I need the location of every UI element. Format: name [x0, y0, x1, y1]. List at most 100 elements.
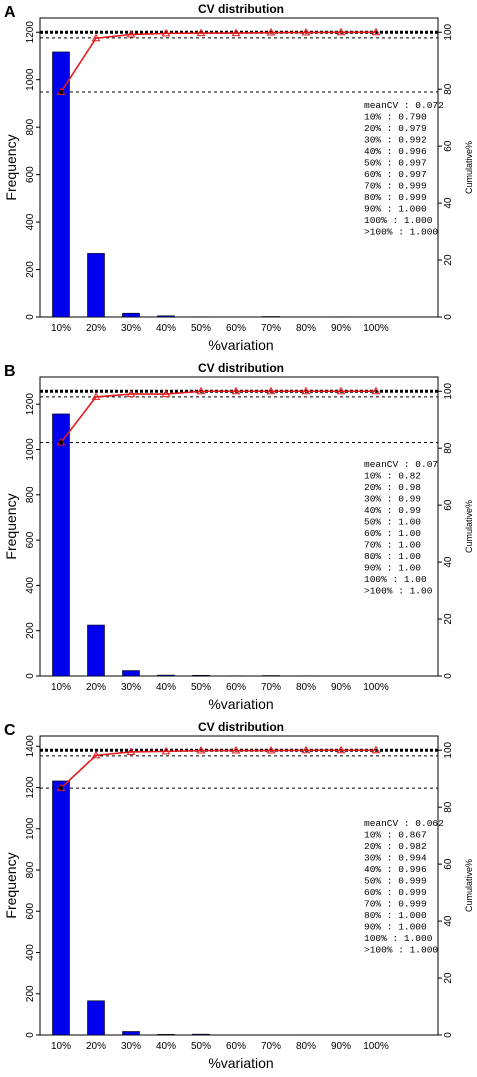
y-tick-label: 1200: [25, 776, 36, 799]
stat-line: 40% : 0.996: [364, 146, 427, 157]
cumulative-point: [336, 386, 346, 395]
x-tick-label: 30%: [121, 1041, 141, 1052]
plot-frame: [39, 17, 439, 318]
x-tick-label: 100%: [363, 323, 389, 334]
cumulative-point: [231, 386, 241, 395]
stat-line: 90% : 1.00: [364, 563, 421, 574]
x-tick-label: 70%: [261, 323, 281, 334]
cumulative-point: [196, 746, 206, 754]
panel-letter: B: [4, 363, 16, 380]
bar-40pct: [157, 1034, 175, 1036]
x-tick-label: 90%: [331, 323, 351, 334]
stat-line: 80% : 0.999: [364, 192, 427, 203]
stat-line: 10% : 0.867: [364, 830, 427, 841]
cumulative-point: [266, 746, 276, 754]
x-tick-label: 70%: [261, 1041, 281, 1052]
x-tick-label: 90%: [331, 682, 351, 693]
stat-line: 50% : 1.00: [364, 517, 421, 528]
y-axis-label: Frequency: [3, 134, 19, 200]
x-tick-label: 80%: [296, 1041, 316, 1052]
cumulative-line: [60, 390, 376, 443]
stat-line: 20% : 0.979: [364, 123, 427, 134]
y-tick-label: 0: [25, 314, 36, 320]
stat-line: 20% : 0.982: [364, 841, 427, 852]
x-tick-label: 50%: [191, 323, 211, 334]
y-axis-label: Frequency: [3, 493, 19, 559]
cumulative-point: [301, 28, 311, 36]
cumulative-point: [161, 28, 171, 37]
y2-tick-label: 0: [443, 314, 454, 320]
y2-tick-label: 60: [443, 499, 454, 511]
cumulative-first-marker: [58, 785, 64, 791]
cumulative-point: [371, 27, 381, 36]
stat-line: 40% : 0.99: [364, 505, 421, 516]
y2-tick-label: 80: [443, 83, 454, 95]
stat-line: 100% : 1.00: [364, 574, 427, 585]
y-tick-label: 400: [25, 944, 36, 961]
x-tick-label: 100%: [363, 1041, 389, 1052]
y2-tick-label: 80: [443, 801, 454, 813]
chart-panel-c: C CV distribution 0 200 400 600 800 1000 1200 140…: [0, 718, 477, 1077]
y-tick-label: 1000: [25, 438, 36, 461]
y-tick-label: 200: [25, 622, 36, 639]
stat-line: 60% : 0.999: [364, 887, 427, 898]
bar-50pct: [192, 1033, 210, 1036]
chart-svg-c: C CV distribution020040060080010001200140…: [3, 720, 474, 1071]
y-tick-label: 1400: [25, 735, 36, 758]
chart-title: CV distribution: [198, 361, 284, 375]
cumulative-line: [60, 749, 376, 789]
y-tick-label: 1000: [25, 68, 36, 91]
chart-svg-a: A CV distribution 0 200 400 600 800 1000 1200 0 20…: [3, 2, 474, 353]
stat-line: 30% : 0.994: [364, 853, 427, 864]
bar-40pct: [157, 674, 175, 677]
cumulative-point: [91, 33, 101, 42]
y-tick-label: 200: [25, 261, 36, 278]
y-tick-label: 800: [25, 118, 36, 135]
x-tick-label: 60%: [226, 323, 246, 334]
bar-10pct: [52, 413, 70, 677]
cumulative-point: [91, 750, 101, 759]
stat-line: meanCV : 0.07: [364, 459, 438, 470]
x-axis-label: %variation: [208, 337, 273, 353]
stat-line: 10% : 0.790: [364, 112, 427, 123]
cumulative-point: [301, 745, 311, 754]
stat-line: 90% : 1.000: [364, 922, 427, 933]
x-tick-label: 70%: [261, 682, 281, 693]
cumulative-point: [336, 27, 346, 36]
cumulative-point: [161, 746, 171, 755]
y2-tick-label: 20: [443, 613, 454, 625]
cumulative-point: [231, 28, 241, 37]
y-tick-label: 800: [25, 861, 36, 878]
x-axis-label: %variation: [208, 696, 273, 712]
x-tick-label: 100%: [363, 682, 389, 693]
x-tick-label: 90%: [331, 1041, 351, 1052]
bar-30pct: [122, 312, 140, 318]
chart-title: CV distribution: [198, 720, 284, 734]
x-tick-label: 20%: [86, 323, 106, 334]
cumulative-first-marker: [58, 440, 64, 445]
x-tick-label: 10%: [51, 1041, 71, 1052]
stat-line: >100% : 1.000: [364, 227, 438, 238]
y-tick-label: 1200: [25, 21, 36, 44]
x-tick-label: 10%: [51, 682, 71, 693]
y-tick-label: 0: [25, 1032, 36, 1038]
stat-line: 80% : 1.00: [364, 551, 421, 562]
x-tick-label: 40%: [156, 682, 176, 693]
y-tick-label: 400: [25, 213, 36, 230]
cumulative-point: [161, 389, 171, 398]
cumulative-point: [266, 386, 276, 395]
cumulative-point: [266, 28, 276, 36]
stat-line: 30% : 0.992: [364, 135, 427, 146]
x-tick-label: 50%: [191, 682, 211, 693]
x-tick-label: 60%: [226, 1041, 246, 1052]
cumulative-point: [371, 386, 381, 395]
y2-tick-label: 0: [443, 673, 454, 679]
stat-line: meanCV : 0.072: [364, 100, 444, 111]
y2-axis-label: Cumulative%: [464, 141, 474, 194]
y2-tick-label: 80: [443, 442, 454, 454]
x-axis-label: %variation: [208, 1055, 273, 1071]
stat-line: >100% : 1.000: [364, 945, 438, 956]
stat-line: 60% : 1.00: [364, 528, 421, 539]
y2-tick-label: 40: [443, 197, 454, 209]
x-tick-label: 20%: [86, 682, 106, 693]
